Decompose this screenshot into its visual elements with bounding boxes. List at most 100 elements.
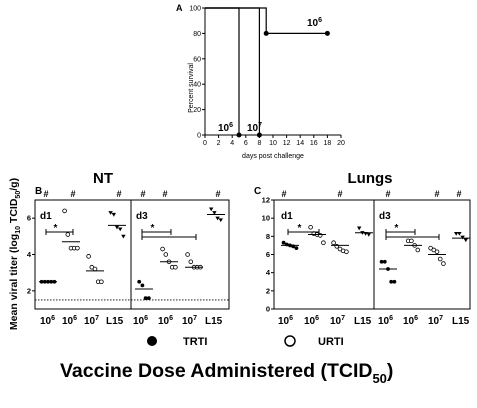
survival-drop-marker [263, 30, 269, 36]
data-point-l15 [118, 227, 123, 232]
panel-a-x-tick-label: 12 [283, 140, 291, 147]
data-point-trti [140, 283, 145, 288]
panel-a-x-tick-label: 4 [230, 140, 234, 147]
data-point-urti [415, 247, 421, 253]
y-tick-label: 8 [266, 232, 270, 241]
cat-c7: 107 [428, 315, 443, 327]
significance-hash: # [434, 189, 439, 199]
panel-a-x-tick-label: 6 [244, 140, 248, 147]
panel-a-x-tick-label: 20 [337, 140, 345, 147]
data-point-trti [294, 246, 299, 251]
significance-hash: # [337, 189, 342, 199]
panel-a-x-tick-label: 18 [324, 140, 332, 147]
data-point-l15 [454, 232, 459, 236]
panel-a-ylabel: Percent survival [188, 63, 195, 113]
panel-c-plot: 0 2 4 6 8 10 12 # # # # # * * [262, 189, 471, 314]
panel-b-categories: 106 106 107 L15 106 106 107 L15 [40, 315, 223, 327]
significance-star: * [395, 223, 399, 234]
panel-a-x-tick-label: 2 [217, 140, 221, 147]
data-point-l15 [366, 232, 371, 237]
panel-a-x-tick-label: 14 [296, 140, 304, 147]
y-tick-label: 0 [266, 305, 270, 314]
survival-curve-1 [205, 7, 240, 135]
panel-a-y-tick-label: 40 [193, 82, 201, 89]
y-tick-label: 6 [27, 214, 31, 223]
significance-hash: # [70, 189, 75, 199]
panel-a-y-tick-label: 100 [189, 6, 201, 13]
panel-a-letter: A [176, 3, 183, 13]
legend: TRTI URTI [147, 335, 344, 348]
data-point-urti [86, 254, 91, 259]
data-point-l15 [209, 207, 214, 212]
panel-a-axes: 0 20 40 60 80 100 0 2 4 6 8 10 12 14 16 18 20 [189, 6, 345, 148]
data-point-l15 [121, 234, 126, 239]
y-tick-label: 4 [27, 250, 32, 259]
data-point-urti [409, 238, 414, 244]
panel-a-y-tick-label: 20 [193, 107, 201, 114]
survival-end-marker [256, 132, 262, 138]
data-point-l15 [114, 225, 120, 230]
panel-b-plot: 2 4 6 # # # # # # * * [27, 189, 230, 310]
significance-hash: # [385, 189, 390, 199]
panel-a-x-tick-label: 8 [257, 140, 261, 147]
y-tick-label: 2 [266, 286, 270, 295]
survival-end-marker [324, 30, 330, 36]
annotation-dose-left: 106 [218, 122, 233, 134]
annotation-dose-mid: 107 [247, 122, 262, 134]
panel-a-x-tick-label: 10 [269, 140, 277, 147]
data-point-trti [137, 279, 142, 284]
ylabel-mean-viral-titer: Mean viral titer (log10 TCID50/g) [8, 178, 22, 330]
panel-c-letter: C [254, 186, 261, 197]
cat-c1: 106 [278, 315, 293, 327]
cat-c4: L15 [354, 316, 372, 327]
cat-c3: 107 [330, 315, 345, 327]
survival-curve-3 [205, 7, 328, 35]
cat-b1: 106 [40, 315, 55, 327]
panel-a-y-tick-label: 0 [197, 133, 201, 140]
cat-b8: L15 [205, 316, 223, 327]
data-point-urti [99, 279, 104, 285]
significance-star: * [151, 223, 155, 234]
panel-a: A Percent survival days post challenge 0… [176, 3, 345, 160]
data-point-trti [392, 279, 397, 284]
data-point-trti [281, 240, 286, 245]
data-point-urti [321, 240, 326, 245]
data-point-trti [146, 296, 151, 300]
panel-a-y-tick-label: 60 [193, 56, 201, 63]
panel-b-d1-label: d1 [40, 211, 52, 222]
y-tick-label: 4 [266, 268, 271, 277]
data-point-urti [441, 261, 446, 266]
significance-hash: # [281, 189, 286, 199]
panel-c-categories: 106 106 107 L15 106 106 107 L15 [278, 315, 470, 327]
cat-b3: 107 [84, 315, 99, 327]
legend-urti-label: URTI [318, 336, 344, 348]
panel-b-d3-label: d3 [136, 211, 148, 222]
y-tick-label: 12 [262, 196, 270, 205]
cat-c6: 106 [403, 315, 418, 327]
significance-star: * [54, 223, 58, 234]
data-point-l15 [215, 216, 220, 221]
annotation-dose-right: 106 [307, 17, 322, 29]
data-point-urti [62, 208, 67, 214]
survival-end-marker [236, 132, 242, 138]
panel-c-title: Lungs [348, 170, 393, 187]
panel-a-xlabel: days post challenge [242, 153, 304, 160]
cat-c8: L15 [452, 316, 470, 327]
data-point-urti [75, 245, 80, 251]
significance-hash: # [140, 189, 145, 199]
y-tick-label: 6 [266, 250, 270, 259]
data-point-urti [173, 264, 178, 270]
panel-c-d1-label: d1 [281, 211, 293, 222]
significance-star: * [298, 223, 302, 234]
significance-hash: # [215, 189, 220, 199]
data-point-trti [389, 279, 394, 284]
y-tick-label: 10 [262, 214, 270, 223]
data-point-trti [382, 259, 387, 264]
data-point-l15 [218, 218, 223, 223]
cat-c5: 106 [378, 315, 393, 327]
panel-b-title: NT [93, 170, 113, 187]
cat-c2: 106 [304, 315, 319, 327]
data-point-urti [65, 232, 71, 237]
cat-b6: 106 [158, 315, 173, 327]
panel-a-survival-curves [205, 7, 330, 138]
